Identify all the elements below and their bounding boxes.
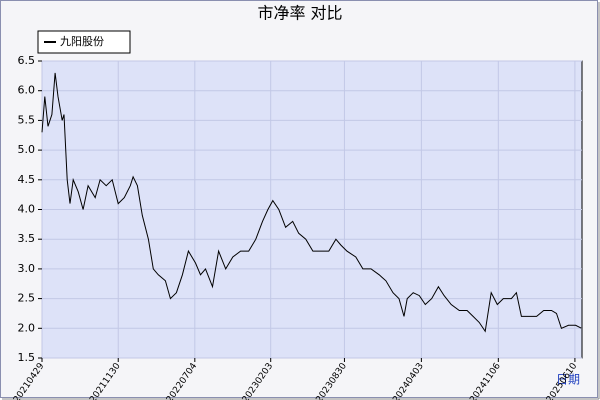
y-tick-label: 1.5	[18, 351, 36, 364]
y-tick-label: 4.5	[18, 173, 36, 186]
y-tick-label: 2.5	[18, 292, 36, 305]
y-tick-label: 2.0	[18, 321, 36, 334]
y-tick-label: 5.0	[18, 143, 36, 156]
line-series	[41, 72, 582, 333]
y-tick-label: 6.5	[18, 54, 36, 67]
y-tick-label: 3.0	[18, 262, 36, 275]
y-tick-label: 6.0	[18, 84, 36, 97]
y-tick-label: 3.5	[18, 232, 36, 245]
legend	[37, 30, 131, 54]
legend-label: 九阳股份	[60, 35, 104, 48]
chart-title: 市净率 对比	[257, 4, 342, 23]
y-tick-label: 4.0	[18, 203, 36, 216]
y-tick-label: 5.5	[18, 113, 36, 126]
x-axis-label: 日期	[556, 373, 580, 387]
